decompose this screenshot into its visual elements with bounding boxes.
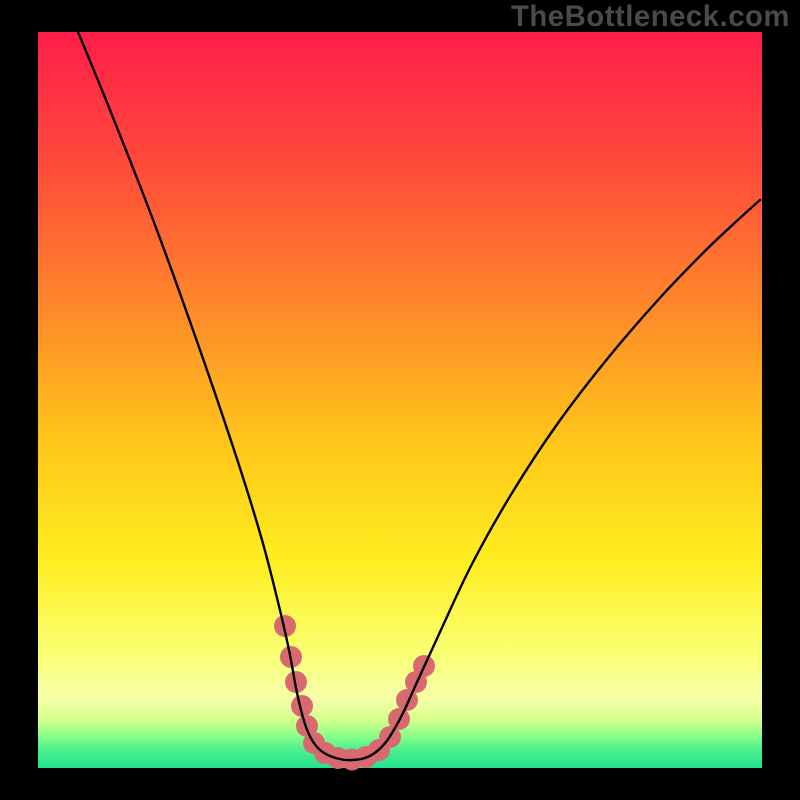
plot-gradient-background xyxy=(38,32,762,768)
watermark-text: TheBottleneck.com xyxy=(511,0,790,34)
bottleneck-chart xyxy=(0,0,800,800)
